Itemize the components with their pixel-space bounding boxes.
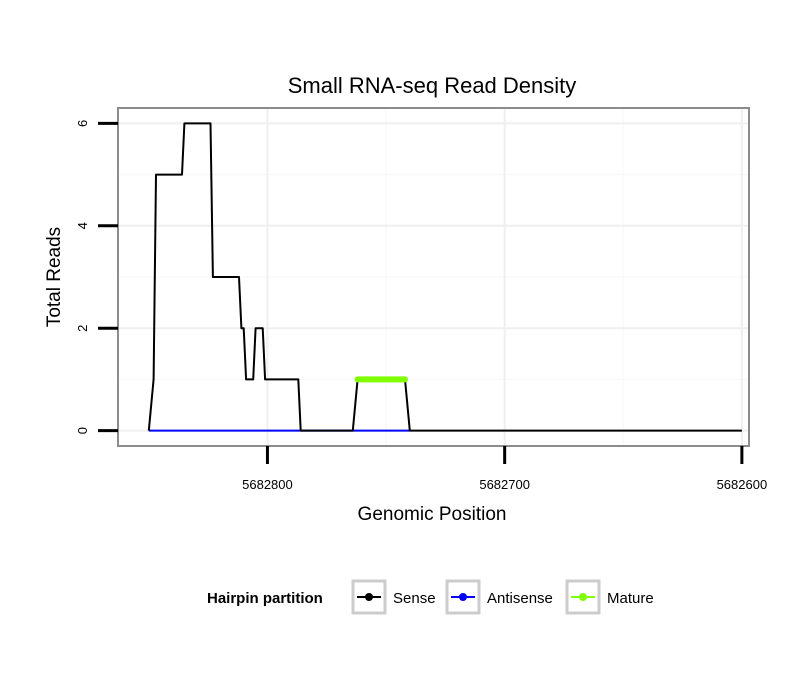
y-tick-label: 2 xyxy=(75,325,90,332)
series-lines xyxy=(147,122,742,432)
legend-key-point xyxy=(579,593,587,601)
legend-label: Mature xyxy=(607,590,654,607)
x-tick-label: 5682800 xyxy=(242,477,293,492)
plot-panel-border xyxy=(117,107,750,447)
axes: 5682800 5682700 5682600 0 2 4 6 xyxy=(75,120,767,492)
legend: Hairpin partition Sense Antisense Mature xyxy=(207,579,654,615)
y-tick-label: 4 xyxy=(75,222,90,229)
y-tick-label: 0 xyxy=(75,427,90,434)
series-line-sense xyxy=(147,122,742,432)
x-axis-title: Genomic Position xyxy=(358,504,507,525)
legend-key-point xyxy=(365,593,373,601)
x-tick-label: 5682600 xyxy=(717,477,768,492)
chart-title: Small RNA-seq Read Density xyxy=(288,73,577,98)
legend-key-point xyxy=(459,593,467,601)
legend-title: Hairpin partition xyxy=(207,590,323,607)
legend-label: Sense xyxy=(393,590,436,607)
y-axis-title: Total Reads xyxy=(44,227,65,327)
x-tick-label: 5682700 xyxy=(479,477,530,492)
y-tick-label: 6 xyxy=(75,120,90,127)
legend-label: Antisense xyxy=(487,590,553,607)
